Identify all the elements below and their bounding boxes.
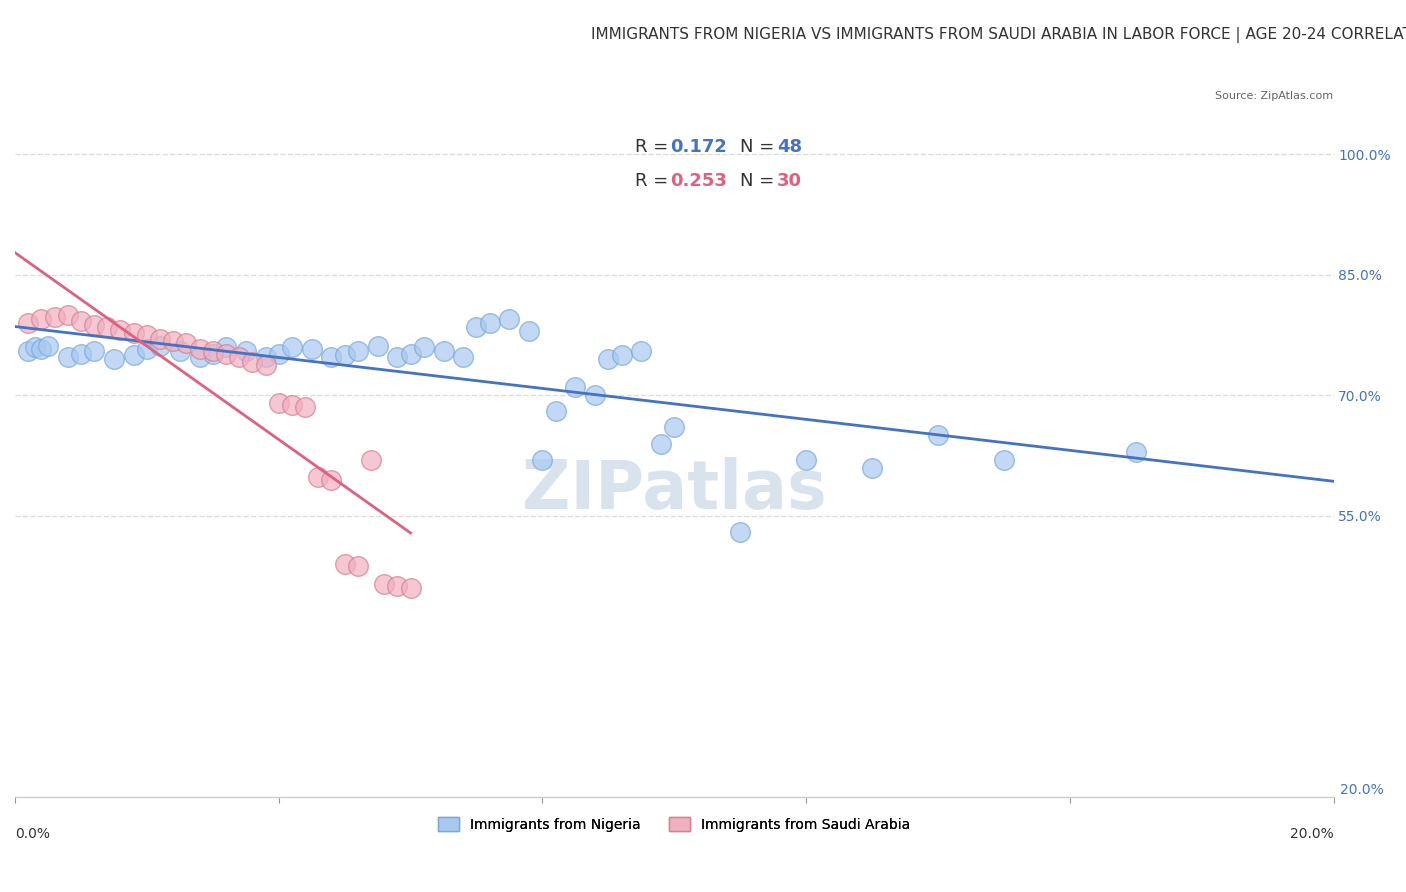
Immigrants from Saudi Arabia xyxy=(188,342,211,356)
Legend: Immigrants from Nigeria, Immigrants from Saudi Arabia: Immigrants from Nigeria, Immigrants from… xyxy=(433,812,915,838)
Immigrants from Saudi Arabia xyxy=(149,332,172,346)
Immigrants from Saudi Arabia xyxy=(373,577,395,591)
Immigrants from Nigeria xyxy=(650,436,672,450)
Immigrants from Nigeria xyxy=(37,338,59,352)
Text: Source: ZipAtlas.com: Source: ZipAtlas.com xyxy=(1215,91,1333,101)
Text: 20.0%: 20.0% xyxy=(1340,783,1385,797)
Text: N =: N = xyxy=(740,138,780,156)
Immigrants from Nigeria xyxy=(24,340,46,354)
Immigrants from Nigeria xyxy=(664,420,686,434)
Immigrants from Nigeria xyxy=(83,344,105,359)
Immigrants from Nigeria xyxy=(149,338,172,352)
Text: N =: N = xyxy=(740,172,780,190)
Immigrants from Saudi Arabia xyxy=(321,473,343,487)
Text: 0.253: 0.253 xyxy=(671,172,727,190)
Text: ZIPatlas: ZIPatlas xyxy=(522,457,827,523)
Immigrants from Saudi Arabia xyxy=(83,318,105,332)
Immigrants from Nigeria xyxy=(367,338,389,352)
Immigrants from Saudi Arabia xyxy=(307,470,329,484)
Immigrants from Saudi Arabia xyxy=(360,452,382,467)
Immigrants from Nigeria xyxy=(30,342,52,356)
Immigrants from Saudi Arabia xyxy=(215,346,238,360)
Immigrants from Nigeria xyxy=(564,380,586,394)
Immigrants from Nigeria xyxy=(993,452,1015,467)
Immigrants from Nigeria xyxy=(728,524,751,539)
Immigrants from Nigeria xyxy=(598,352,620,367)
Text: R =: R = xyxy=(634,138,673,156)
Immigrants from Nigeria xyxy=(215,340,238,354)
Immigrants from Nigeria xyxy=(188,350,211,364)
Immigrants from Nigeria xyxy=(235,344,257,359)
Immigrants from Nigeria xyxy=(267,346,290,360)
Text: IMMIGRANTS FROM NIGERIA VS IMMIGRANTS FROM SAUDI ARABIA IN LABOR FORCE | AGE 20-: IMMIGRANTS FROM NIGERIA VS IMMIGRANTS FR… xyxy=(591,27,1406,43)
Immigrants from Saudi Arabia xyxy=(162,334,184,348)
Text: 0.172: 0.172 xyxy=(671,138,727,156)
Immigrants from Saudi Arabia xyxy=(122,326,145,340)
Immigrants from Nigeria xyxy=(399,346,422,360)
Immigrants from Nigeria xyxy=(321,350,343,364)
Immigrants from Nigeria xyxy=(794,452,817,467)
Immigrants from Nigeria xyxy=(630,344,652,359)
Immigrants from Saudi Arabia xyxy=(17,316,39,330)
Immigrants from Saudi Arabia xyxy=(228,350,250,364)
Immigrants from Nigeria xyxy=(478,316,501,330)
Immigrants from Nigeria xyxy=(432,344,454,359)
Immigrants from Saudi Arabia xyxy=(56,308,79,322)
Immigrants from Nigeria xyxy=(610,348,633,362)
Text: 30: 30 xyxy=(778,172,801,190)
Immigrants from Nigeria xyxy=(453,350,475,364)
Immigrants from Nigeria xyxy=(56,350,79,364)
Immigrants from Nigeria xyxy=(860,460,883,475)
Immigrants from Nigeria xyxy=(333,348,356,362)
Immigrants from Nigeria xyxy=(517,324,540,338)
Immigrants from Saudi Arabia xyxy=(254,358,277,372)
Immigrants from Nigeria xyxy=(346,344,368,359)
Immigrants from Saudi Arabia xyxy=(176,336,198,351)
Immigrants from Nigeria xyxy=(1125,444,1147,458)
Immigrants from Saudi Arabia xyxy=(44,310,66,324)
Text: 0.0%: 0.0% xyxy=(15,827,51,841)
Text: 48: 48 xyxy=(778,138,803,156)
Immigrants from Saudi Arabia xyxy=(201,344,224,359)
Immigrants from Nigeria xyxy=(465,320,488,334)
Immigrants from Saudi Arabia xyxy=(135,328,157,343)
Immigrants from Saudi Arabia xyxy=(70,314,93,328)
Immigrants from Nigeria xyxy=(531,452,554,467)
Immigrants from Saudi Arabia xyxy=(96,320,118,334)
Immigrants from Nigeria xyxy=(583,388,606,402)
Immigrants from Saudi Arabia xyxy=(30,312,52,326)
Immigrants from Saudi Arabia xyxy=(240,354,263,368)
Immigrants from Saudi Arabia xyxy=(399,581,422,595)
Immigrants from Nigeria xyxy=(254,350,277,364)
Immigrants from Nigeria xyxy=(927,428,949,442)
Immigrants from Nigeria xyxy=(122,348,145,362)
Immigrants from Nigeria xyxy=(103,352,125,367)
Immigrants from Nigeria xyxy=(387,350,409,364)
Immigrants from Nigeria xyxy=(412,340,434,354)
Text: 20.0%: 20.0% xyxy=(1289,827,1333,841)
Immigrants from Saudi Arabia xyxy=(294,401,316,415)
Immigrants from Nigeria xyxy=(17,344,39,359)
Immigrants from Saudi Arabia xyxy=(281,398,304,412)
Immigrants from Nigeria xyxy=(544,404,567,418)
Immigrants from Saudi Arabia xyxy=(346,558,368,573)
Immigrants from Saudi Arabia xyxy=(333,557,356,571)
Immigrants from Nigeria xyxy=(201,346,224,360)
Immigrants from Nigeria xyxy=(70,346,93,360)
Immigrants from Nigeria xyxy=(498,312,520,326)
Immigrants from Nigeria xyxy=(301,342,323,356)
Immigrants from Saudi Arabia xyxy=(110,322,132,336)
Immigrants from Nigeria xyxy=(135,342,157,356)
Immigrants from Saudi Arabia xyxy=(267,396,290,410)
Immigrants from Saudi Arabia xyxy=(387,579,409,593)
Immigrants from Nigeria xyxy=(281,340,304,354)
Immigrants from Nigeria xyxy=(169,344,191,359)
Text: R =: R = xyxy=(634,172,673,190)
